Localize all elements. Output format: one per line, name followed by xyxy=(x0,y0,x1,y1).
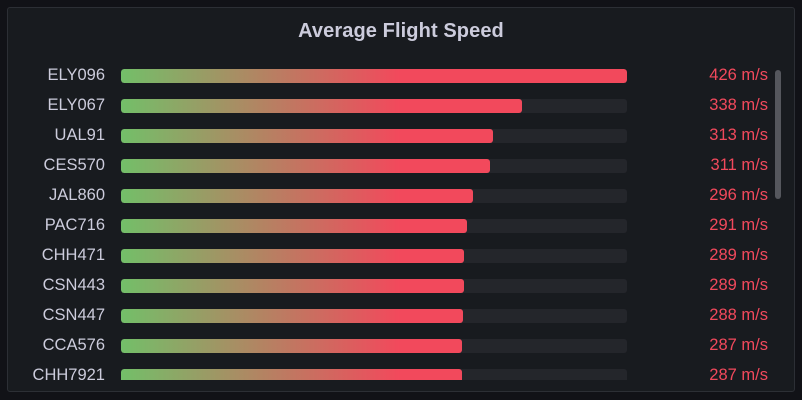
bar-track xyxy=(121,189,627,203)
bar-fill xyxy=(121,369,462,380)
gauge-row: ELY096 426 m/s xyxy=(8,60,794,90)
speed-value: 296 m/s xyxy=(709,186,768,204)
speed-value: 313 m/s xyxy=(709,126,768,144)
speed-value: 287 m/s xyxy=(709,336,768,354)
gauge-row: CES570 311 m/s xyxy=(8,150,794,180)
bar-track xyxy=(121,249,627,263)
bar-fill xyxy=(121,339,462,353)
panel-title[interactable]: Average Flight Speed xyxy=(298,20,504,42)
gauge-row: CSN443 289 m/s xyxy=(8,270,794,300)
flight-label: CCA576 xyxy=(42,336,105,354)
speed-value: 426 m/s xyxy=(709,66,768,84)
flight-label: CES570 xyxy=(43,156,105,174)
speed-value: 291 m/s xyxy=(709,216,768,234)
flight-label: CSN447 xyxy=(42,306,105,324)
gauge-row: CHH7921 287 m/s xyxy=(8,360,794,380)
bar-gauge-panel: Average Flight Speed ELY096 426 m/s ELY067… xyxy=(7,7,795,392)
flight-label: JAL860 xyxy=(49,186,105,204)
bar-fill xyxy=(121,159,490,173)
gauge-row: UAL91 313 m/s xyxy=(8,120,794,150)
flight-label: CSN443 xyxy=(42,276,105,294)
flight-label: CHH471 xyxy=(41,246,105,264)
gauge-row: PAC716 291 m/s xyxy=(8,210,794,240)
bar-fill xyxy=(121,129,493,143)
gauge-rows[interactable]: ELY096 426 m/s ELY067 338 m/s UAL91 313 m/s CE… xyxy=(8,60,794,380)
flight-label: ELY067 xyxy=(47,96,106,114)
bar-track xyxy=(121,219,627,233)
bar-fill xyxy=(121,189,473,203)
speed-value: 287 m/s xyxy=(709,366,768,380)
speed-value: 338 m/s xyxy=(709,96,768,114)
speed-value: 288 m/s xyxy=(709,306,768,324)
bar-track xyxy=(121,339,627,353)
bar-track xyxy=(121,309,627,323)
scrollbar-thumb[interactable] xyxy=(775,70,781,199)
speed-value: 289 m/s xyxy=(709,246,768,264)
bar-fill xyxy=(121,249,464,263)
bar-track xyxy=(121,369,627,380)
gauge-row: JAL860 296 m/s xyxy=(8,180,794,210)
bar-fill xyxy=(121,99,522,113)
bar-fill xyxy=(121,309,463,323)
bar-track xyxy=(121,99,627,113)
flight-label: ELY096 xyxy=(47,66,106,84)
flight-label: UAL91 xyxy=(54,126,105,144)
bar-fill xyxy=(121,219,467,233)
speed-value: 311 m/s xyxy=(710,156,768,174)
bar-track xyxy=(121,279,627,293)
flight-label: CHH7921 xyxy=(32,366,105,380)
speed-value: 289 m/s xyxy=(709,276,768,294)
bar-fill xyxy=(121,279,464,293)
bar-track xyxy=(121,129,627,143)
gauge-row: ELY067 338 m/s xyxy=(8,90,794,120)
bar-fill xyxy=(121,69,627,83)
flight-label: PAC716 xyxy=(44,216,105,234)
gauge-row: CCA576 287 m/s xyxy=(8,330,794,360)
gauge-row: CHH471 289 m/s xyxy=(8,240,794,270)
bar-track xyxy=(121,159,627,173)
bar-track xyxy=(121,69,627,83)
gauge-row: CSN447 288 m/s xyxy=(8,300,794,330)
